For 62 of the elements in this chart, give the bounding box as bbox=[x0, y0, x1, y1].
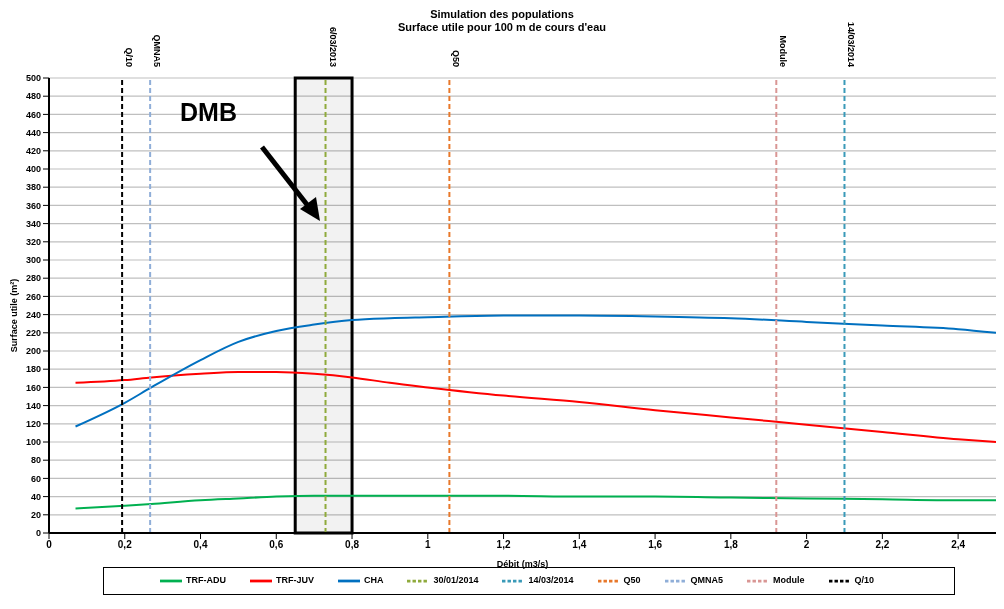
x-tick-label: 0,8 bbox=[345, 539, 360, 551]
legend-label: CHA bbox=[363, 575, 384, 586]
legend-label: TRF-ADU bbox=[185, 575, 226, 586]
y-tick-label: 40 bbox=[30, 491, 41, 502]
annotation: 6/03/2013 bbox=[327, 26, 338, 67]
line-series bbox=[74, 370, 996, 443]
y-tick-label: 280 bbox=[25, 273, 41, 284]
y-tick-label: 360 bbox=[25, 200, 41, 211]
y-tick-label: 120 bbox=[25, 418, 41, 429]
y-tick-label: 160 bbox=[25, 382, 41, 393]
x-axis-title: Débit (m3/s) bbox=[496, 559, 549, 569]
y-tick-label: 80 bbox=[30, 455, 41, 466]
x-tick-label: 1,8 bbox=[723, 539, 739, 551]
x-tick-label: 0,4 bbox=[193, 539, 208, 551]
legend-label: 14/03/2014 bbox=[528, 575, 574, 586]
y-tick-label: 240 bbox=[25, 309, 41, 320]
x-tick-label: 0 bbox=[46, 539, 53, 551]
x-tick-label: 1,6 bbox=[648, 539, 663, 551]
y-tick-label: 220 bbox=[25, 327, 41, 338]
line-series bbox=[74, 494, 996, 510]
y-tick-label: 380 bbox=[25, 182, 41, 193]
x-tick-label: 0,2 bbox=[117, 539, 133, 551]
y-tick-label: 260 bbox=[25, 291, 41, 302]
y-tick-label: 320 bbox=[25, 237, 41, 247]
y-tick-label: 400 bbox=[25, 164, 41, 175]
legend-label: Q/10 bbox=[854, 575, 875, 586]
x-tick-label: 2,2 bbox=[875, 539, 890, 551]
y-tick-label: 420 bbox=[25, 146, 41, 156]
x-tick-label: 2 bbox=[803, 539, 810, 551]
legend-label: 30/01/2014 bbox=[433, 575, 479, 586]
chart-title: Simulation des populations bbox=[429, 8, 575, 21]
y-tick-label: 20 bbox=[30, 509, 41, 520]
y-tick-label: 340 bbox=[25, 218, 41, 229]
annotation: 14/03/2014 bbox=[846, 21, 857, 67]
y-tick-label: 100 bbox=[25, 437, 41, 448]
annotation: Module bbox=[778, 35, 789, 67]
y-tick-label: 200 bbox=[25, 346, 41, 357]
annotation: Q/10 bbox=[124, 47, 135, 67]
y-tick-label: 180 bbox=[25, 364, 41, 375]
annotation: QMNA5 bbox=[152, 34, 163, 67]
y-tick-label: 0 bbox=[35, 528, 41, 539]
chart-subtitle: Surface utile pour 100 m de cours d'eau bbox=[397, 21, 606, 33]
legend-label: Module bbox=[773, 575, 805, 586]
y-tick-label: 500 bbox=[25, 73, 41, 84]
y-tick-label: 300 bbox=[25, 255, 41, 266]
legend-label: Q50 bbox=[623, 575, 641, 586]
legend-label: QMNA5 bbox=[690, 575, 724, 586]
annotation: DMB bbox=[180, 98, 237, 127]
y-tick-label: 440 bbox=[25, 127, 41, 138]
x-tick-label: 1,2 bbox=[496, 539, 511, 551]
line-series bbox=[74, 314, 996, 428]
y-tick-label: 140 bbox=[25, 400, 41, 411]
y-axis-title: Surface utile (m²) bbox=[9, 278, 19, 353]
legend-label: TRF-JUV bbox=[275, 575, 314, 586]
x-tick-label: 1,4 bbox=[572, 539, 587, 551]
y-tick-label: 480 bbox=[25, 91, 41, 102]
y-tick-label: 460 bbox=[25, 109, 41, 120]
x-tick-label: 2,4 bbox=[951, 539, 966, 551]
y-tick-label: 60 bbox=[30, 473, 41, 484]
x-tick-label: 1 bbox=[425, 539, 432, 551]
annotation: Q50 bbox=[451, 49, 462, 67]
x-tick-label: 0,6 bbox=[269, 539, 284, 551]
